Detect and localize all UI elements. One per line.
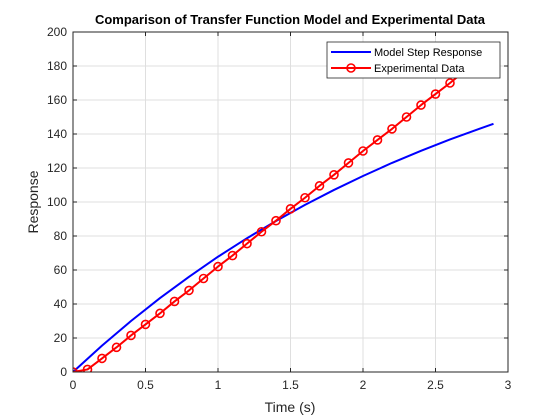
experimental-data-point [430,89,441,99]
y-axis-label: Response [25,170,41,233]
experimental-data-point [169,296,180,307]
experimental-data-point [358,146,368,156]
experimental-data-point [155,308,165,319]
y-tick-label: 40 [54,297,68,311]
experimental-data-point [372,135,383,145]
legend: Model Step Response Experimental Data [326,41,501,79]
x-tick-label: 2.5 [427,378,444,392]
experimental-data-point [213,261,223,272]
x-tick-label: 3 [505,378,512,392]
experimental-data-point [445,78,455,88]
plot-frame [72,31,509,373]
experimental-data-point [285,204,296,214]
experimental-data-point [387,124,397,134]
experimental-data-point [242,238,252,249]
experimental-data-point [198,273,209,284]
y-tick-label: 100 [47,195,67,209]
experimental-data-point [256,226,267,237]
experimental-data-point [300,192,310,203]
y-tick-label: 200 [47,25,67,39]
y-tick-label: 140 [47,127,67,141]
legend-experimental-label: Experimental Data [374,63,465,75]
experimental-data-point [97,353,107,364]
y-tick-label: 160 [47,93,67,107]
experimental-data-point [271,215,281,226]
chart-title: Comparison of Transfer Function Model an… [95,12,486,27]
experimental-data-point [126,330,136,341]
experimental-data-point [227,250,238,261]
x-tick-label: 0 [70,378,77,392]
y-tick-label: 20 [54,331,68,345]
x-tick-label: 1 [215,378,222,392]
legend-box [326,41,501,79]
experimental-data-point [343,158,354,168]
experimental-data-point [401,112,412,122]
legend-experimental-marker [346,63,356,73]
experimental-data-point [329,170,339,180]
y-tick-label: 180 [47,59,67,73]
y-tick-label: 120 [47,161,67,175]
experimental-data-point [140,319,151,330]
experimental-data-point [416,100,426,110]
y-tick-label: 80 [54,229,68,243]
experimental-data-point [314,181,325,191]
experimental-data-point [184,285,194,296]
experimental-data-point [111,342,122,353]
y-tick-label: 60 [54,263,68,277]
legend-model-label: Model Step Response [374,47,482,59]
x-axis-label: Time (s) [265,399,316,415]
x-tick-label: 0.5 [137,378,154,392]
x-tick-label: 2 [360,378,367,392]
experimental-data-line [73,58,480,372]
y-tick-label: 0 [60,365,67,379]
experimental-data-point [82,364,93,372]
x-tick-label: 1.5 [282,378,299,392]
